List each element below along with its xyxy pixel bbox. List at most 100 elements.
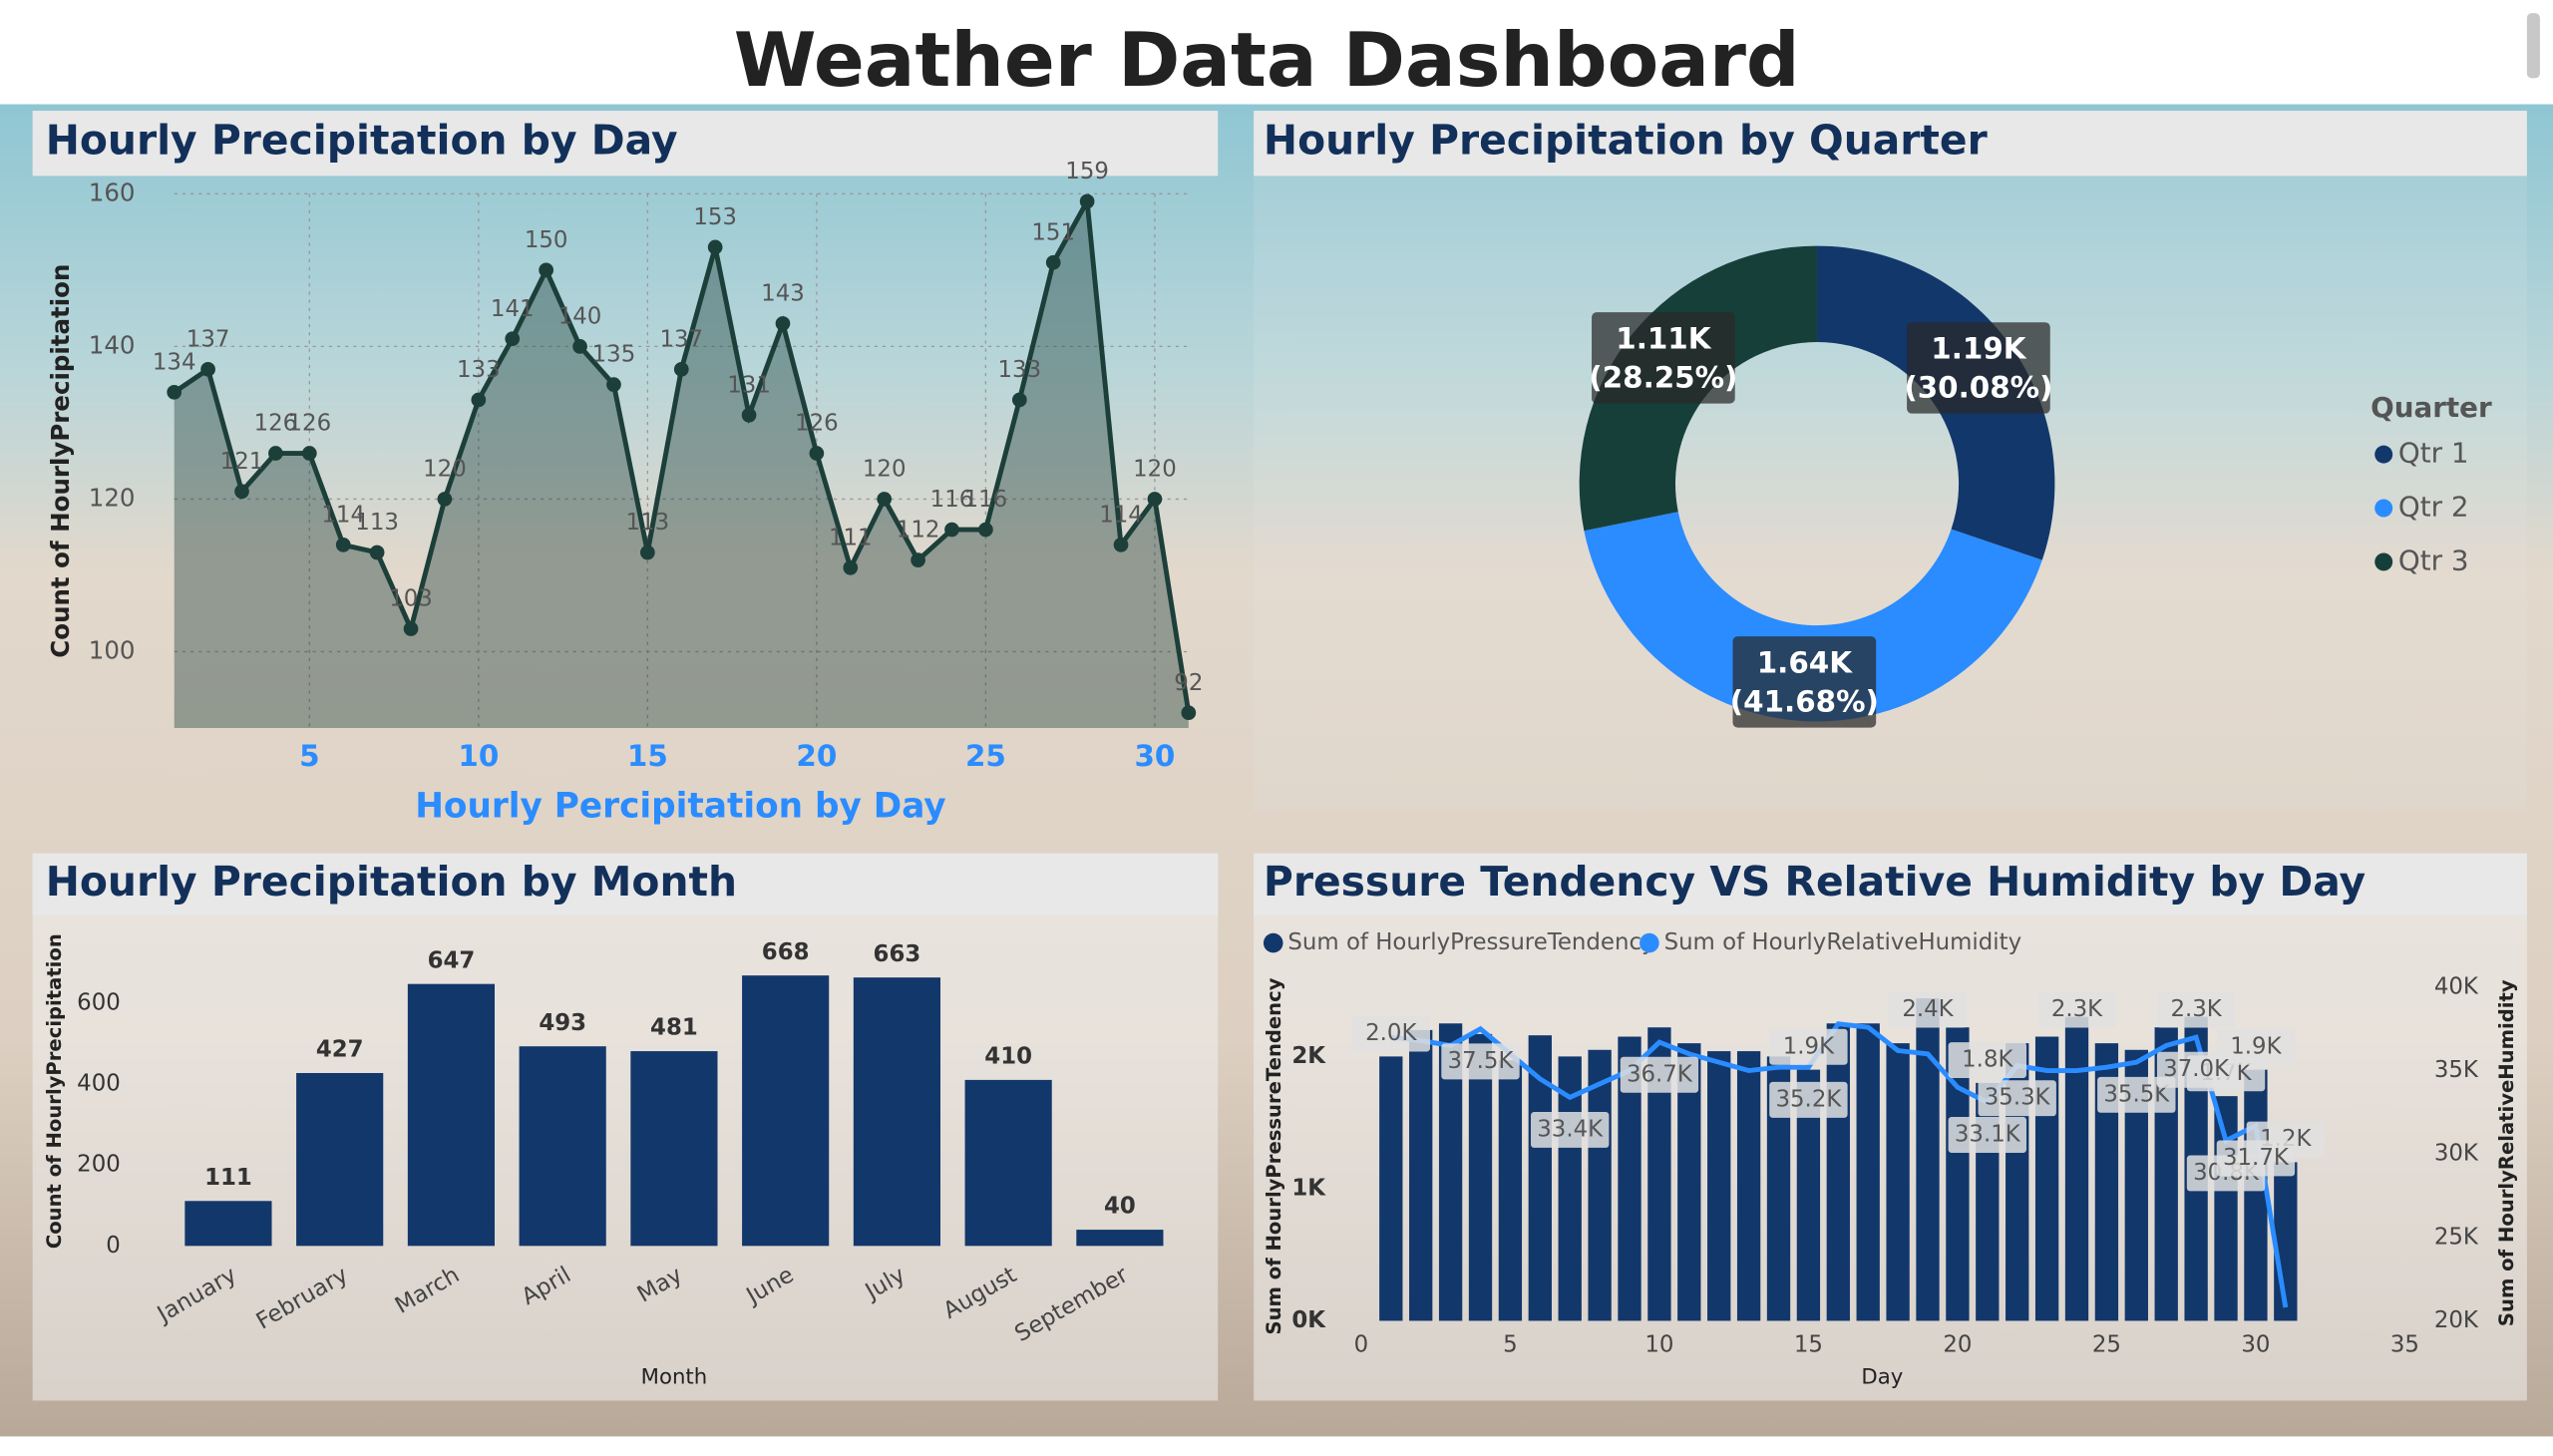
point (539, 262, 553, 278)
y-tick-label: 120 (89, 483, 136, 512)
bar (2064, 1016, 2089, 1321)
y-tick-label: 200 (77, 1152, 121, 1178)
point (1011, 392, 1027, 408)
data-label: 35.3K (1985, 1085, 2051, 1111)
legend-label: Qtr 2 (2398, 491, 2469, 524)
y2-tick-label: 20K (2434, 1307, 2479, 1333)
label-box (1948, 1117, 2026, 1153)
label-box (1978, 1080, 2056, 1117)
y-tick-label: 140 (89, 330, 136, 359)
data-label: 36.7K (1627, 1061, 1693, 1087)
data-label: 133 (997, 357, 1041, 383)
data-label: 40 (1104, 1194, 1136, 1220)
data-label: 33.1K (1955, 1121, 2021, 1147)
point (572, 339, 587, 354)
data-label: 137 (186, 326, 230, 352)
point (471, 392, 487, 408)
data-label: 126 (795, 411, 839, 437)
data-label: 2.3K (2051, 996, 2103, 1022)
panel-header (1254, 111, 2527, 177)
legend-label: Qtr 3 (2398, 544, 2469, 576)
bar (1528, 1035, 1552, 1321)
panel-title: Hourly Precipitation by Day (46, 117, 678, 165)
data-label: 126 (287, 411, 331, 437)
point (1045, 254, 1061, 270)
y-tick-label: 0K (1291, 1307, 1326, 1333)
point (301, 446, 317, 461)
data-label: 668 (762, 939, 810, 965)
point (505, 331, 521, 347)
bar (2244, 1069, 2268, 1321)
bar (742, 975, 830, 1247)
data-label: 92 (1174, 670, 1203, 696)
data-label: 481 (650, 1015, 698, 1041)
data-label: 493 (539, 1010, 586, 1036)
x-tick-label: 10 (1644, 1331, 1673, 1357)
data-label: 135 (592, 342, 636, 368)
bar (296, 1072, 384, 1247)
bar (1796, 1069, 1821, 1321)
data-label: 410 (984, 1044, 1032, 1070)
point (200, 361, 215, 377)
point (741, 407, 757, 423)
data-label: 2.0K (1365, 1020, 1417, 1046)
data-label: 141 (491, 296, 535, 322)
bar (1766, 1056, 1791, 1321)
data-label: 137 (659, 326, 703, 352)
label-box (1888, 991, 1968, 1028)
data-label: 112 (897, 518, 940, 544)
bar (1826, 1023, 1850, 1321)
x-axis-title: Hourly Percipitation by Day (415, 787, 945, 827)
data-label: 1.9K (2230, 1033, 2282, 1059)
data-label: 33.4K (1537, 1116, 1604, 1142)
y2-tick-label: 35K (2434, 1057, 2479, 1083)
bar (407, 983, 496, 1247)
label-box (2156, 1051, 2236, 1088)
y-tick-label: 2K (1291, 1043, 1326, 1069)
x-tick-label: 25 (2092, 1331, 2121, 1357)
point (877, 492, 893, 507)
data-label: 2.4K (1902, 996, 1954, 1022)
data-label: 37.0K (2163, 1056, 2230, 1082)
legend-swatch (2374, 445, 2393, 464)
data-label: 103 (389, 586, 433, 612)
label-box (1732, 636, 1877, 728)
bar (1736, 1051, 1761, 1321)
legend-title: Quarter (2371, 391, 2492, 424)
bar (1856, 1023, 1880, 1321)
x-tick-label: 30 (2241, 1331, 2270, 1357)
label-box (1769, 1028, 1848, 1065)
point (403, 621, 419, 636)
y-tick-label: 100 (89, 635, 136, 664)
line (1390, 1021, 2289, 1308)
y-tick-label: 0 (106, 1233, 121, 1259)
data-label: 31.7K (2223, 1145, 2290, 1171)
point (437, 492, 453, 507)
label-box (2216, 1028, 2296, 1065)
panel-header (1254, 853, 2527, 915)
point (335, 537, 351, 552)
data-label: 114 (1099, 502, 1143, 528)
x-tick-label: 25 (965, 739, 1006, 773)
data-label: 140 (558, 303, 602, 329)
donut-slice (1584, 512, 2042, 722)
x-tick-label: 10 (458, 739, 499, 773)
scrollbar[interactable] (2526, 13, 2540, 79)
x-tick-label: 15 (1794, 1331, 1823, 1357)
x-axis-title: Month (641, 1365, 708, 1390)
legend-swatch (1263, 932, 1283, 953)
point (843, 559, 859, 575)
data-label: 2.3K (2170, 996, 2222, 1022)
point (1113, 537, 1129, 552)
legend-swatch (1640, 932, 1659, 953)
bar (1438, 1023, 1463, 1321)
bar (1647, 1027, 1671, 1321)
data-label: 150 (525, 227, 568, 253)
data-label: 1.8K (1962, 1047, 2013, 1073)
point (1079, 193, 1095, 209)
bar (1379, 1056, 1403, 1321)
point (944, 522, 959, 538)
data-label: 113 (626, 510, 670, 536)
y2-tick-label: 25K (2434, 1224, 2479, 1250)
